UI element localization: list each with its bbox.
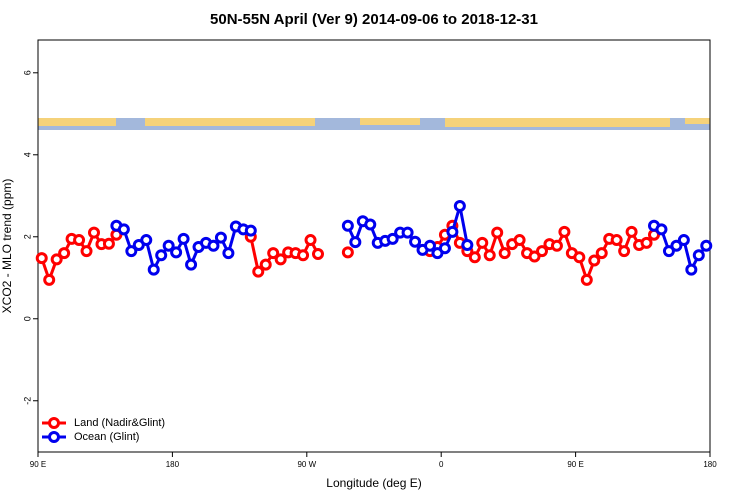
point — [312, 247, 324, 260]
point — [125, 245, 138, 258]
point — [207, 239, 220, 252]
point — [177, 232, 190, 245]
point — [50, 253, 63, 266]
point — [35, 252, 48, 265]
point — [147, 263, 160, 276]
point — [117, 223, 130, 236]
point — [401, 226, 414, 239]
point — [513, 234, 526, 247]
point — [580, 273, 593, 286]
point — [349, 236, 362, 249]
point — [670, 239, 683, 252]
x-tick-label: 0 — [439, 460, 444, 469]
series — [35, 219, 660, 286]
point — [536, 245, 548, 258]
point — [446, 225, 459, 238]
point — [274, 253, 287, 266]
point — [88, 226, 100, 239]
point — [58, 247, 71, 260]
point — [588, 254, 601, 267]
x-axis-label: Longitude (deg E) — [326, 476, 421, 490]
y-tick-label: 4 — [22, 152, 32, 157]
point — [341, 219, 354, 232]
point — [618, 245, 631, 258]
point — [162, 239, 175, 252]
point — [252, 265, 265, 278]
point — [640, 236, 653, 249]
y-axis-label: XCO2 - MLO trend (ppm) — [0, 179, 14, 314]
point — [43, 273, 56, 286]
point — [685, 263, 698, 276]
point — [453, 200, 466, 213]
point — [550, 239, 563, 252]
point — [498, 247, 511, 260]
point — [528, 250, 541, 263]
x-tick-label: 90 E — [567, 460, 583, 469]
point — [259, 258, 272, 271]
point — [102, 237, 115, 250]
x-tick-label: 90 W — [297, 460, 316, 469]
point — [438, 242, 451, 255]
x-tick-label: 180 — [166, 460, 180, 469]
point — [297, 249, 310, 262]
point — [468, 251, 481, 264]
legend-label: Ocean (Glint) — [74, 431, 139, 443]
point — [595, 247, 608, 260]
point — [677, 234, 690, 247]
legend: Land (Nadir&Glint) Ocean (Glint) — [42, 417, 165, 443]
point — [573, 251, 586, 264]
point — [155, 249, 168, 262]
x-tick-label: 90 E — [30, 460, 46, 469]
point — [424, 239, 436, 252]
land-ocean-strip — [38, 118, 710, 130]
point — [409, 235, 422, 248]
point — [461, 238, 474, 251]
point — [700, 239, 713, 252]
x-tick-label: 180 — [703, 460, 717, 469]
point — [483, 249, 496, 262]
point — [214, 231, 227, 244]
point — [341, 246, 354, 259]
point — [625, 225, 638, 238]
y-tick-label: 0 — [22, 316, 32, 321]
point — [244, 224, 257, 237]
legend-label: Land (Nadir&Glint) — [74, 417, 165, 429]
point — [140, 234, 153, 247]
point — [222, 247, 235, 260]
point — [80, 245, 93, 258]
point — [267, 247, 280, 260]
y-tick-label: 6 — [22, 70, 32, 75]
point — [692, 249, 705, 262]
y-tick-label: 2 — [22, 234, 32, 239]
point — [364, 218, 377, 231]
point — [185, 258, 198, 271]
point — [170, 246, 183, 259]
point — [476, 236, 489, 249]
point — [304, 234, 317, 247]
point — [558, 225, 571, 238]
chart-title: 50N-55N April (Ver 9) 2014-09-06 to 2018… — [210, 11, 538, 28]
point — [386, 232, 399, 245]
point — [73, 234, 86, 247]
point — [662, 245, 675, 258]
point — [655, 223, 668, 236]
series — [110, 200, 713, 276]
y-tick-label: -2 — [22, 397, 32, 405]
point — [491, 226, 504, 239]
point — [610, 234, 623, 247]
